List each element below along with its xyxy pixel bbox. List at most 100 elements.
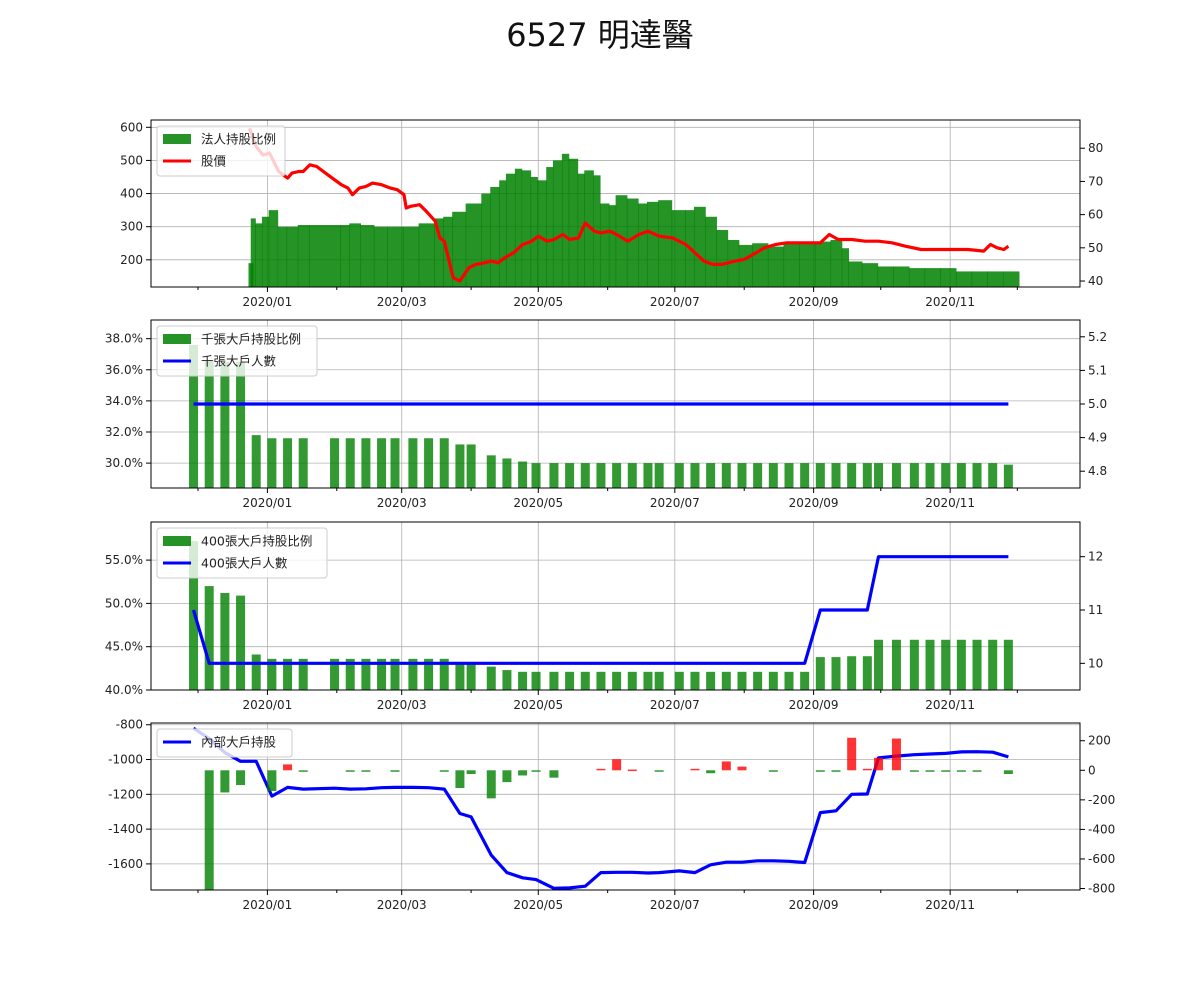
bar <box>408 438 418 488</box>
bar <box>638 203 648 287</box>
bar <box>768 770 778 772</box>
bar <box>627 769 637 772</box>
bar <box>893 266 910 287</box>
bar <box>971 271 988 287</box>
y-tick-label: -1400 <box>108 822 143 836</box>
y2-tick-label: 5.2 <box>1088 330 1107 344</box>
y-axis-right: 40 50 60 70 80 <box>1080 141 1103 288</box>
bar <box>671 210 686 287</box>
bar <box>972 770 982 772</box>
bar <box>518 461 528 488</box>
bar <box>646 201 659 287</box>
legend-label: 法人持股比例 <box>201 132 276 147</box>
bar <box>693 206 706 287</box>
y-axis-left: 30.0% 32.0% 34.0% 36.0% 38.0% <box>105 332 151 470</box>
bar <box>690 463 700 488</box>
bar <box>705 216 717 287</box>
legend-box <box>156 325 318 377</box>
bar <box>1003 639 1013 690</box>
x-tick-label: 2020/09 <box>789 698 839 712</box>
bar <box>674 463 684 488</box>
bar <box>987 271 1004 287</box>
y2-tick-label: -400 <box>1088 822 1115 836</box>
y2-tick-label: 10 <box>1088 656 1103 670</box>
bar <box>643 671 653 690</box>
y-tick-label: 36.0% <box>105 363 143 377</box>
series-2-line <box>191 555 1009 665</box>
legend-label: 千張大戶持股比例 <box>201 332 301 347</box>
y-tick-label: 32.0% <box>105 425 143 439</box>
bar <box>580 671 590 690</box>
bar <box>439 770 449 772</box>
x-tick-label: 2020/03 <box>377 898 427 912</box>
y-tick-label: 300 <box>120 220 143 234</box>
bar <box>891 463 901 488</box>
bar <box>236 770 246 786</box>
panel-3: 2020/01 2020/03 2020/05 2020/07 2020/09 2020/… <box>105 521 1103 712</box>
bar <box>925 463 935 488</box>
bar <box>486 770 496 799</box>
y2-tick-label: 40 <box>1088 274 1103 288</box>
bar <box>502 458 512 488</box>
bar <box>308 225 341 287</box>
bar <box>330 438 340 488</box>
bar <box>784 463 794 488</box>
y-tick-label: 600 <box>120 120 143 134</box>
bar <box>330 658 340 690</box>
bar <box>738 244 753 287</box>
bar <box>584 170 594 287</box>
bar <box>455 662 465 690</box>
y2-tick-label: 200 <box>1088 734 1111 748</box>
bar <box>768 463 778 488</box>
bar <box>690 671 700 690</box>
bar <box>220 593 230 690</box>
x-tick-label: 2020/05 <box>513 496 563 510</box>
bar <box>466 770 476 774</box>
bar <box>626 198 639 287</box>
plot-area <box>189 344 1013 488</box>
bar <box>753 463 763 488</box>
bar <box>737 766 747 771</box>
bar <box>251 435 261 488</box>
bar <box>360 225 375 287</box>
panel-2: 2020/01 2020/03 2020/05 2020/07 2020/09 2020/… <box>105 319 1107 510</box>
x-tick-label: 2020/01 <box>242 295 292 309</box>
bar <box>297 225 310 287</box>
y2-tick-label: -600 <box>1088 852 1115 866</box>
bar <box>956 639 966 690</box>
bar <box>390 658 400 690</box>
bar <box>466 662 476 690</box>
bar <box>268 210 279 287</box>
bar <box>909 770 919 772</box>
x-tick-label: 2020/11 <box>925 698 975 712</box>
bar <box>891 639 901 690</box>
bar <box>345 658 355 690</box>
bar <box>612 463 622 488</box>
legend-label: 400張大戶人數 <box>201 556 288 571</box>
bar <box>831 657 841 690</box>
bar <box>831 463 841 488</box>
y-axis-left: 40.0% 45.0% 50.0% 55.0% <box>105 553 151 697</box>
x-tick-label: 2020/01 <box>242 698 292 712</box>
y2-tick-label: 60 <box>1088 208 1103 222</box>
bar <box>988 639 998 690</box>
axes-frame <box>150 521 1081 691</box>
y-axis-left: 200 300 400 500 600 <box>120 120 151 267</box>
bar <box>924 268 941 287</box>
x-tick-label: 2020/01 <box>242 496 292 510</box>
axes-frame <box>150 722 1081 891</box>
bar <box>908 268 926 287</box>
bar <box>690 768 700 771</box>
y-axis-right: 4.8 4.9 5.0 5.1 5.2 <box>1080 330 1107 478</box>
x-tick-label: 2020/03 <box>377 295 427 309</box>
bar <box>549 463 559 488</box>
legend-box <box>156 527 328 579</box>
bar <box>706 770 716 774</box>
legend-label: 400張大戶持股比例 <box>201 534 312 549</box>
series-1-bars <box>189 344 1013 488</box>
bar <box>220 362 230 488</box>
bar <box>940 268 957 287</box>
bar <box>565 671 575 690</box>
bar <box>502 670 512 690</box>
bar <box>250 218 256 287</box>
